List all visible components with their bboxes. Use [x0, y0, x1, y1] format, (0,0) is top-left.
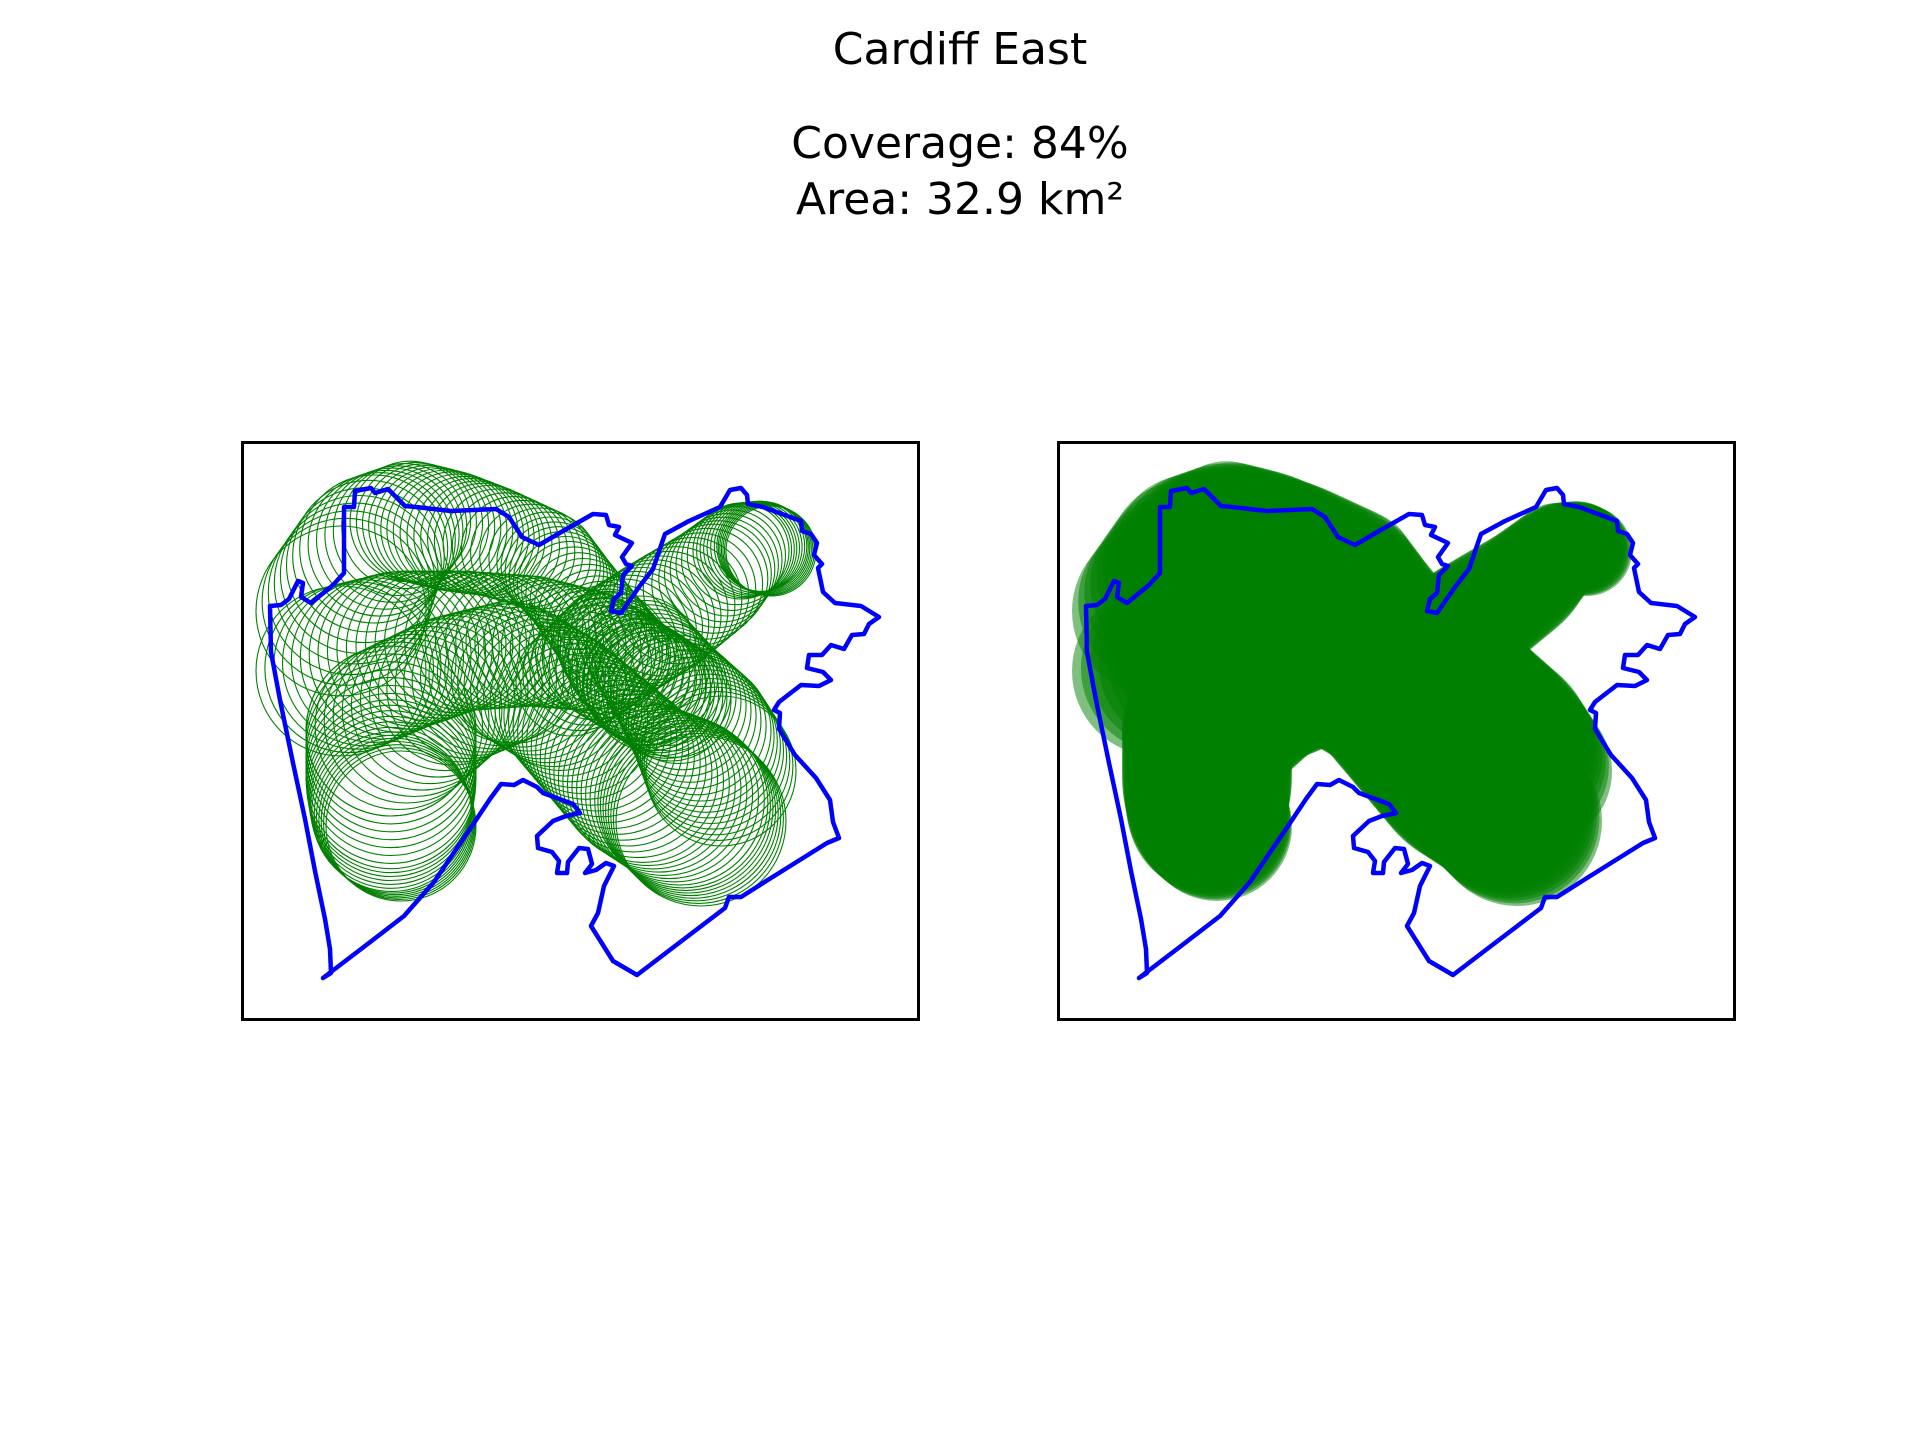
coverage-buffer-circle [641, 686, 791, 836]
coverage-buffer-circle [643, 691, 794, 841]
coverage-buffer-circle [341, 629, 503, 791]
coverage-buffer-circle [324, 467, 460, 603]
coverage-buffer-circle [645, 695, 797, 847]
coverage-buffer-circle [598, 632, 720, 754]
coverage-buffer-circle [601, 617, 719, 735]
coverage-buffer-circle [604, 621, 723, 741]
coverage-buffer-circle [305, 699, 477, 870]
coverage-buffer-circle [617, 641, 747, 771]
coverage-buffer-circle [307, 472, 453, 617]
coverage-buffer-circle [306, 704, 476, 874]
coverage-buffer-circle [580, 709, 748, 876]
coverage-buffer-circle [307, 710, 475, 878]
coverage-buffer-circle [612, 634, 737, 758]
coverage-buffer-circle [597, 717, 769, 889]
coverage-buffer-circle [450, 606, 592, 748]
coverage-buffer-circle [610, 640, 732, 762]
coverage-buffer-circle [597, 612, 715, 730]
coverage-buffer-circle [517, 657, 666, 806]
coverage-buffer-circle [522, 618, 636, 732]
coverage-buffer-circle [550, 590, 669, 710]
coverage-buffer-circle [639, 682, 788, 830]
map-panel-outline [241, 441, 920, 1021]
map-filled-canvas [1072, 461, 1698, 981]
coverage-buffer-circle [299, 474, 449, 624]
coverage-buffer-circle [615, 637, 742, 765]
coverage-buffer-circle [651, 527, 764, 640]
coverage-buffer-circle [255, 585, 427, 757]
coverage-buffer-circle [323, 637, 490, 804]
coverage-buffer-circle [625, 652, 762, 790]
coverage-buffer-circle [663, 520, 772, 629]
coverage-buffer-circle [630, 660, 772, 802]
coverage-buffer-circle [620, 645, 752, 777]
coverage-buffer-circle [325, 750, 477, 902]
coverage-buffer-circle [634, 669, 778, 813]
map-outline-canvas [255, 460, 882, 981]
coverage-buffer-circle [424, 572, 562, 710]
coverage-buffer-disc [1462, 696, 1612, 846]
coverage-buffer-circle [716, 500, 808, 592]
coverage-buffer-circle [313, 734, 473, 894]
coverage-buffer-circle [719, 502, 811, 594]
coverage-buffer-circle [675, 513, 779, 617]
coverage-buffer-circle [607, 626, 728, 746]
coverage-buffer-circle [585, 595, 697, 707]
coverage-buffer-circle [581, 566, 704, 689]
coverage-buffer-circle [722, 503, 814, 596]
coverage-buffer-circle [717, 501, 809, 593]
coverage-buffer-circle [281, 579, 450, 747]
coverage-buffer-circle [305, 692, 477, 864]
coverage-buffer-circle [368, 464, 490, 586]
coverage-buffer-disc [1142, 751, 1292, 901]
coverage-buffer-circle [615, 735, 787, 907]
coverage-buffer-circle [521, 661, 672, 812]
coverage-buffer-circle [359, 622, 516, 778]
coverage-buffer-circle [632, 664, 775, 808]
coverage-buffer-circle [553, 693, 713, 853]
coverage-buffer-circle [636, 673, 781, 819]
coverage-buffer-circle [384, 570, 527, 714]
coverage-buffer-circle [361, 463, 484, 585]
coverage-buffer-circle [332, 465, 464, 597]
coverage-buffer-circle [566, 703, 730, 867]
area-label: Area: 32.9 km² [795, 174, 1124, 225]
coverage-buffer-circle [557, 583, 678, 705]
coverage-buffer-circle [610, 630, 732, 752]
coverage-buffer-circle [463, 614, 605, 756]
coverage-buffer-circle [318, 740, 475, 897]
coverage-buffer-circle [625, 541, 743, 659]
coverage-circles-filled [1072, 461, 1632, 906]
coverage-buffer-circle [548, 688, 707, 847]
coverage-buffer-circle [311, 731, 472, 893]
coverage-buffer-circle [476, 622, 618, 764]
coverage-buffer-circle [607, 727, 779, 899]
coverage-buffer-circle [569, 574, 691, 696]
coverage-buffer-circle [308, 715, 474, 882]
coverage-buffer-circle [314, 641, 484, 811]
coverage-buffer-circle [612, 732, 784, 904]
boundary-filled [1083, 485, 1698, 981]
coverage-buffer-circle [479, 503, 584, 608]
coverage-buffer-circle [622, 649, 757, 783]
coverage-label: Coverage: 84% [791, 118, 1129, 169]
coverage-buffer-circle [627, 656, 767, 796]
map-title: Cardiff East [832, 24, 1088, 75]
coverage-buffer-circle [305, 677, 477, 849]
map-panel-filled [1057, 441, 1736, 1021]
coverage-buffer-circle [562, 701, 725, 863]
coverage-buffer-circle [489, 629, 631, 771]
coverage-buffer-circle [720, 503, 812, 595]
coverage-buffer-circle [546, 575, 648, 676]
coverage-buffer-circle [637, 677, 785, 825]
boundary-outline [267, 485, 882, 981]
coverage-buffer-circle [380, 467, 502, 590]
coverage-buffer-circle [557, 697, 719, 859]
coverage-buffer-circle [315, 737, 474, 896]
coverage-circles-outline [255, 460, 817, 907]
coverage-buffer-circle [571, 705, 736, 870]
coverage-buffer-disc [1542, 506, 1632, 596]
